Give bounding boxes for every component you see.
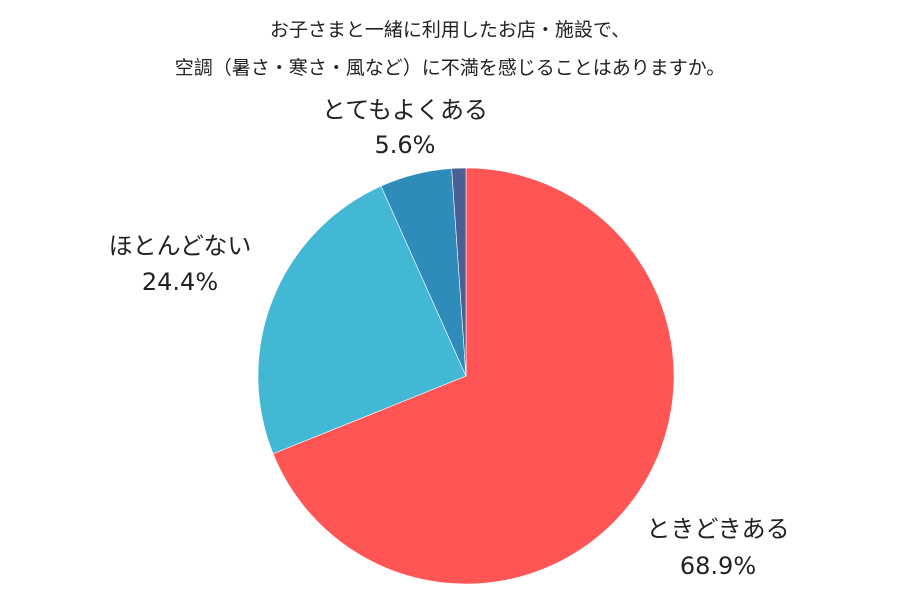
slice-label-sometimes: ときどきある xyxy=(646,515,789,543)
slice-label-very-often: とてもよくある xyxy=(322,96,488,124)
chart-title-line-1: お子さまと一緒に利用したお店・施設で、 xyxy=(270,19,630,41)
slice-value-rarely: 24.4% xyxy=(142,268,218,296)
pie-slice-3 xyxy=(451,167,467,377)
pie-slice-0 xyxy=(272,167,675,585)
slice-label-rarely: ほとんどない xyxy=(109,232,252,260)
chart-title-line-2: 空調（暑さ・寒さ・風など）に不満を感じることはありますか。 xyxy=(175,57,726,79)
slice-value-sometimes: 68.9% xyxy=(680,552,756,580)
pie-slice-1 xyxy=(257,185,467,455)
slice-value-very-often: 5.6% xyxy=(375,131,436,159)
